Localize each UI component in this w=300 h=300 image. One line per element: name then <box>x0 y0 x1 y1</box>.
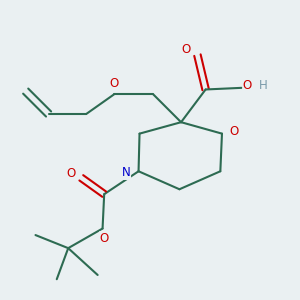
Text: O: O <box>243 79 252 92</box>
Text: O: O <box>182 43 190 56</box>
Text: O: O <box>67 167 76 180</box>
Text: N: N <box>122 167 130 179</box>
Text: H: H <box>259 79 268 92</box>
Text: O: O <box>100 232 109 245</box>
Text: O: O <box>230 124 239 137</box>
Text: O: O <box>110 77 118 90</box>
